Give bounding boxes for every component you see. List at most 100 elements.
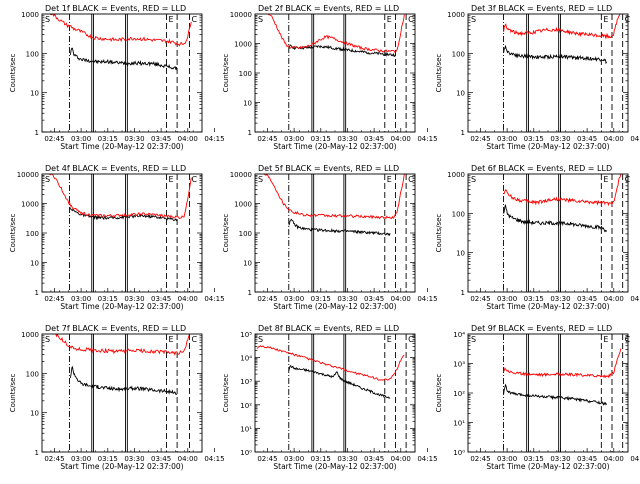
plot-area bbox=[503, 334, 624, 452]
x-tick-label: 02:45 bbox=[44, 455, 64, 463]
series-events-line bbox=[69, 47, 178, 71]
panel-title: Det 8f BLACK = Events, RED = LLD bbox=[258, 324, 399, 333]
marker-label-e: E bbox=[603, 335, 608, 344]
x-tick-label: 03:45 bbox=[577, 455, 597, 463]
x-tick-label: 03:30 bbox=[124, 135, 144, 143]
y-tick-label: 10 bbox=[30, 90, 39, 98]
plot-frame bbox=[254, 333, 416, 453]
x-tick-label: 03:45 bbox=[364, 295, 384, 303]
marker-label-e: E bbox=[387, 175, 392, 184]
series-lld-line bbox=[55, 334, 191, 356]
y-axis-label: Counts/sec bbox=[222, 374, 230, 413]
x-tick-label: 03:45 bbox=[151, 135, 171, 143]
x-tick-label: 04:15 bbox=[630, 455, 640, 463]
x-tick-label: 04:00 bbox=[391, 455, 411, 463]
x-tick-label: 02:45 bbox=[257, 295, 277, 303]
x-tick-label: 03:15 bbox=[524, 455, 544, 463]
marker-label-c: C bbox=[408, 175, 414, 184]
x-tick-label: 04:15 bbox=[417, 135, 437, 143]
marker-label-s: S bbox=[45, 175, 50, 184]
y-tick-label: 10000 bbox=[230, 11, 252, 19]
x-tick-label: 03:45 bbox=[151, 295, 171, 303]
plot-area bbox=[503, 14, 624, 132]
y-tick-label: 100 bbox=[26, 50, 39, 58]
x-tick-label: 02:45 bbox=[44, 135, 64, 143]
x-tick-label: 03:15 bbox=[311, 295, 331, 303]
x-tick-label: 04:15 bbox=[204, 455, 224, 463]
x-tick-label: 02:45 bbox=[257, 135, 277, 143]
x-tick-label: 03:15 bbox=[311, 455, 331, 463]
marker-label-e: E bbox=[603, 15, 608, 24]
x-tick-label: 03:30 bbox=[337, 455, 357, 463]
series-events-line bbox=[503, 45, 608, 65]
plot-frame bbox=[254, 173, 416, 293]
series-lld-line bbox=[260, 174, 405, 220]
x-tick-label: 03:30 bbox=[550, 455, 570, 463]
plot-area bbox=[503, 174, 624, 292]
x-tick-label: 03:30 bbox=[124, 455, 144, 463]
plot-frame bbox=[467, 13, 629, 133]
panel-title: Det 1f BLACK = Events, RED = LLD bbox=[45, 4, 186, 13]
panel-det-1: Det 1f BLACK = Events, RED = LLD 1 10 100 10… bbox=[9, 4, 225, 151]
marker-label-c: C bbox=[192, 175, 198, 184]
plot-area bbox=[256, 334, 407, 452]
y-tick-label: 10³ bbox=[240, 378, 252, 386]
y-axis-label: Counts/sec bbox=[9, 214, 17, 253]
panel-det-6: Det 6f BLACK = Events, RED = LLD 1 10 100 10… bbox=[435, 164, 640, 311]
x-tick-label: 04:15 bbox=[417, 455, 437, 463]
x-tick-label: 03:30 bbox=[337, 135, 357, 143]
series-events-line bbox=[503, 383, 608, 406]
panel-title: Det 4f BLACK = Events, RED = LLD bbox=[45, 164, 186, 173]
x-tick-label: 04:00 bbox=[178, 295, 198, 303]
x-tick-label: 03:00 bbox=[497, 455, 517, 463]
y-tick-label: 1000 bbox=[21, 331, 39, 339]
x-tick-label: 04:15 bbox=[630, 295, 640, 303]
y-tick-label: 1 bbox=[35, 129, 39, 137]
y-tick-label: 10 bbox=[456, 250, 465, 258]
y-axis-label: Counts/sec bbox=[222, 214, 230, 253]
x-tick-label: 03:15 bbox=[98, 135, 118, 143]
x-tick-label: 03:30 bbox=[550, 295, 570, 303]
x-axis-label: Start Time (20-May-12 02:37:00) bbox=[60, 142, 183, 151]
plot-frame bbox=[41, 173, 203, 293]
y-tick-label: 1 bbox=[35, 289, 39, 297]
panel-det-4: Det 4f BLACK = Events, RED = LLD 1 10 100 10… bbox=[9, 164, 225, 311]
x-tick-label: 04:00 bbox=[178, 135, 198, 143]
plot-area bbox=[55, 334, 191, 452]
marker-label-s: S bbox=[471, 15, 476, 24]
panel-title: Det 2f BLACK = Events, RED = LLD bbox=[258, 4, 399, 13]
x-tick-label: 02:45 bbox=[257, 455, 277, 463]
marker-label-c: C bbox=[192, 335, 198, 344]
y-tick-label: 1000 bbox=[234, 201, 252, 209]
y-tick-label: 10 bbox=[30, 260, 39, 268]
x-tick-label: 02:45 bbox=[470, 135, 490, 143]
y-tick-label: 100 bbox=[452, 210, 465, 218]
marker-label-s: S bbox=[471, 335, 476, 344]
x-tick-label: 03:15 bbox=[524, 295, 544, 303]
series-events-line bbox=[69, 207, 178, 222]
plot-frame bbox=[467, 333, 629, 453]
y-tick-label: 10² bbox=[453, 390, 465, 398]
panel-title: Det 7f BLACK = Events, RED = LLD bbox=[45, 324, 186, 333]
series-events-line bbox=[288, 365, 391, 399]
x-tick-label: 03:45 bbox=[151, 455, 171, 463]
y-tick-label: 10000 bbox=[230, 171, 252, 179]
y-tick-label: 10¹ bbox=[240, 425, 252, 433]
series-lld-line bbox=[49, 14, 192, 47]
panel-det-5: Det 5f BLACK = Events, RED = LLD 1 10 100 10… bbox=[222, 164, 438, 311]
plot-frame bbox=[41, 333, 203, 453]
x-tick-label: 02:45 bbox=[44, 295, 64, 303]
panel-det-9: Det 9f BLACK = Events, RED = LLD 10⁰ 10¹ 10… bbox=[435, 324, 640, 471]
y-tick-label: 100 bbox=[26, 230, 39, 238]
panel-title: Det 3f BLACK = Events, RED = LLD bbox=[471, 4, 612, 13]
y-tick-label: 100 bbox=[239, 70, 252, 78]
series-events-line bbox=[69, 366, 178, 395]
series-lld-line bbox=[256, 345, 405, 381]
x-tick-label: 04:00 bbox=[604, 295, 624, 303]
y-tick-label: 10² bbox=[240, 402, 252, 410]
panel-title: Det 5f BLACK = Events, RED = LLD bbox=[258, 164, 399, 173]
y-tick-label: 1 bbox=[35, 449, 39, 457]
marker-label-c: C bbox=[408, 335, 414, 344]
panel-det-3: Det 3f BLACK = Events, RED = LLD 1 10 100 10… bbox=[435, 4, 640, 151]
